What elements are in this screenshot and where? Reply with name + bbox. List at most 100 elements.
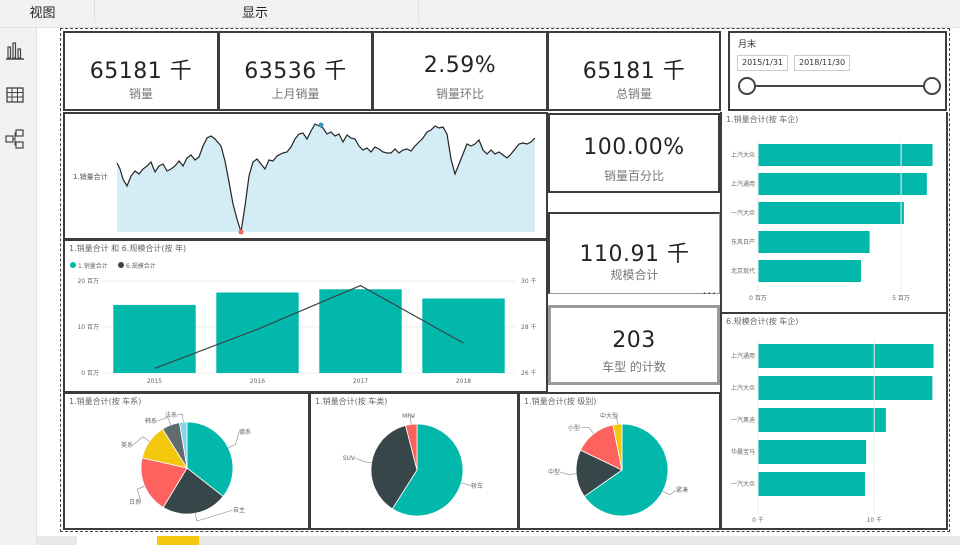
bar-label: 上汽大众 [731,151,755,159]
max-point-marker[interactable] [318,122,324,128]
pie-slice[interactable] [186,421,234,497]
y-left-tick: 10 百万 [77,324,99,331]
pie-leader [559,471,577,475]
pie-slice[interactable] [575,449,623,497]
x-tick: 2015 [147,378,162,385]
active-page-tab[interactable] [157,536,199,545]
pie-level-chart[interactable]: 1.销量合计(按 级别) 紧凑 中型 小型 中大型 [518,392,721,530]
x-tick: 0 千 [752,516,764,524]
card-sales-percent[interactable]: 100.00% 销量百分比 [548,113,720,193]
scale-chart-title: 6.规模合计(按 车企) [726,317,799,326]
more-options-icon[interactable]: ... [702,283,717,297]
pie-slice[interactable] [405,423,418,471]
pie-leader [132,436,150,446]
card-value: 65181 千 [582,59,686,84]
bar-label: 北京现代 [731,267,755,275]
legend-sales-label: 1.销量合计 [78,262,108,270]
x-tick: 0 百万 [749,295,767,302]
area-chart-ylabel: 1.销量合计 [73,172,108,181]
pie-slice[interactable] [140,457,188,508]
pie-label: 美系 [121,441,133,449]
card-total-sales[interactable]: 65181 千 总销量 [547,31,721,111]
x-tick: 5 百万 [892,295,910,302]
page-tab[interactable] [77,536,157,545]
menu-display[interactable]: 显示 [241,6,268,21]
combo-bar[interactable] [113,304,196,373]
pie-origin-chart[interactable]: 1.销量合计(按 车系) 德系 自主 日系 美系 韩系 法系 [63,392,310,530]
pie-slice[interactable] [370,424,418,510]
card-label: 总销量 [615,87,652,101]
pie-leader [194,509,234,522]
x-tick: 10 千 [866,516,882,524]
combo-bar[interactable] [216,292,299,374]
slider-end-handle[interactable] [923,77,941,95]
pie-label: 小型 [568,424,580,432]
menu-view[interactable]: 视图 [29,6,56,21]
hbar[interactable] [758,260,862,282]
legend-scale-label: 6.规模合计 [126,262,156,270]
sales-trend-chart[interactable]: 1.销量合计 [63,112,548,240]
hbar[interactable] [758,344,934,368]
left-rail [0,28,37,545]
hbar[interactable] [758,231,870,253]
bar-label: 东风日产 [731,238,755,246]
hbar[interactable] [758,472,865,496]
card-scale[interactable]: 110.91 千 规模合计 ... [548,212,720,297]
pie-level-title: 1.销量合计(按 级别) [524,397,597,406]
bar-label: 上汽通用 [731,180,755,188]
card-mom[interactable]: 2.59% 销量环比 [372,31,548,111]
card-value: 65181 千 [89,59,193,84]
card-sales[interactable]: 65181 千 销量 [63,31,219,111]
pie-label: 轿车 [471,482,483,490]
hbar[interactable] [758,173,927,195]
data-view-icon[interactable] [4,84,26,106]
area-fill [117,124,535,232]
pie-origin-title: 1.销量合计(按 车系) [69,397,142,406]
pie-type-title: 1.销量合计(按 车类) [315,397,388,406]
pie-slice[interactable] [391,423,464,517]
legend-scale-dot [118,262,124,268]
slicer-start-date[interactable]: 2015/1/31 [737,55,789,71]
hbar[interactable] [758,202,904,224]
pie-leader [662,489,677,496]
model-view-icon[interactable] [4,128,26,150]
pie-leader [461,482,472,487]
y-right-tick: 28 千 [521,323,537,331]
hbar[interactable] [758,144,933,166]
combo-chart[interactable]: 1.销量合计 和 6.规模合计(按 年) 1.销量合计 6.规模合计 20 百万… [63,239,548,393]
pie-type-chart[interactable]: 1.销量合计(按 车类) 轿车 SUV MPV [309,392,519,530]
slider-track[interactable] [748,85,924,87]
hbar[interactable] [758,440,867,464]
report-page: 65181 千 销量 63536 千 上月销量 2.59% 销量环比 65181… [60,28,950,532]
pie-leader [136,485,145,503]
combo-bar[interactable] [319,289,402,373]
oem-sales-bar-chart[interactable]: 1.销量合计(按 车企) 上汽大众 上汽通用 一汽大众 东风日产 北京现代 0 百万 5 百… [720,112,948,314]
scale-bar-chart[interactable]: 6.规模合计(按 车企) 上汽通用 上汽大众 一汽奥迪 华晨宝马 一汽大众 0 千 10 千 [720,312,948,530]
scale-line [154,284,464,369]
min-point-marker[interactable] [238,229,244,235]
card-last-month-sales[interactable]: 63536 千 上月销量 [218,31,373,111]
card-model-count[interactable]: 203 车型 的计数 [548,305,720,385]
pie-label: SUV [343,455,356,462]
x-tick: 2016 [250,378,265,385]
slider-start-handle[interactable] [738,77,756,95]
pie-leader [156,417,171,426]
pie-label: 中大型 [600,412,618,420]
date-slicer[interactable]: 月末 2015/1/31 2018/11/30 [728,31,947,111]
combo-bar[interactable] [422,298,505,373]
hbar[interactable] [758,408,886,432]
hbar[interactable] [758,376,933,400]
bar-label: 华晨宝马 [731,448,755,456]
combo-chart-svg: 1.销量合计 6.规模合计 20 百万 10 百万 0 百万 30 千 28 千 26 千… [70,262,537,385]
legend-sales-dot [70,262,76,268]
card-value: 63536 千 [244,59,347,84]
slicer-end-date[interactable]: 2018/11/30 [794,55,851,71]
oem-chart-title: 1.销量合计(按 车企) [726,115,799,124]
slicer-title: 月末 [738,40,757,50]
report-view-icon[interactable] [4,39,26,61]
sales-line [116,123,536,233]
area-chart-svg: 1.销量合计 [73,122,536,235]
